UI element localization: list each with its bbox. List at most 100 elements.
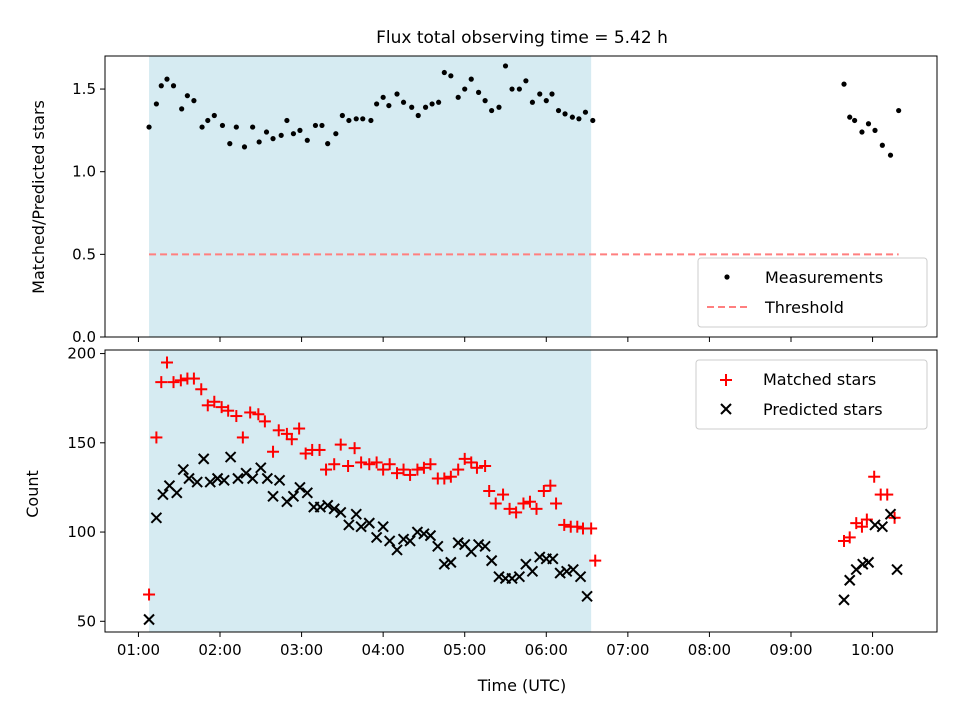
measurement-point — [523, 78, 529, 84]
measurement-point — [241, 144, 248, 150]
matched-star-point — [222, 404, 235, 417]
matched-star-point — [150, 431, 163, 444]
top-frame — [104, 55, 938, 338]
bottom-frame — [104, 349, 938, 633]
xtick-label: 09:00 — [769, 641, 812, 659]
measurement-point — [859, 129, 865, 135]
xtick-label: 05:00 — [443, 641, 486, 659]
measurement-point — [455, 94, 461, 100]
measurement-point — [284, 117, 290, 124]
measurement-point — [496, 104, 502, 110]
matched-star-point — [258, 415, 271, 428]
matched-star-point — [208, 395, 221, 408]
predicted-star-point — [891, 563, 903, 576]
predicted-star-point — [438, 558, 451, 570]
measurement-point — [219, 122, 226, 129]
predicted-star-point — [547, 553, 559, 565]
matched-star-point — [404, 468, 417, 481]
measurement-point — [516, 86, 522, 92]
legend-predicted: Predicted stars — [763, 400, 883, 419]
measurement-point — [448, 73, 454, 79]
matched-star-point — [558, 518, 571, 531]
predicted-star-point — [397, 533, 410, 545]
predicted-star-point — [844, 574, 856, 586]
predicted-star-point — [869, 519, 881, 531]
measurement-point — [164, 76, 170, 82]
matched-star-point — [195, 383, 208, 396]
predicted-star-point — [418, 528, 430, 540]
xtick-label: 07:00 — [606, 641, 649, 659]
predicted-star-point — [472, 538, 485, 551]
predicted-star-point — [246, 472, 259, 485]
predicted-star-point — [370, 531, 383, 544]
predicted-star-point — [150, 512, 163, 524]
measurement-point — [339, 112, 345, 119]
predicted-star-point — [350, 508, 362, 520]
predicted-star-point — [232, 472, 244, 485]
matched-star-point — [334, 438, 347, 451]
matched-star-point — [355, 456, 368, 469]
matched-star-point — [458, 452, 471, 465]
legend-matched: Matched stars — [763, 370, 876, 389]
measurement-point — [462, 86, 468, 92]
matched-star-point — [252, 408, 265, 421]
predicted-star-point — [404, 535, 416, 547]
matched-star-point — [377, 463, 390, 476]
legend-matched-marker — [720, 374, 732, 386]
measurement-point — [422, 104, 429, 110]
measurement-point — [529, 99, 536, 105]
measurement-point — [562, 111, 568, 117]
predicted-star-point — [862, 556, 875, 569]
measurement-point — [270, 136, 276, 142]
measurement-point — [211, 112, 217, 119]
predicted-star-point — [143, 613, 155, 626]
matched-star-point — [537, 485, 550, 497]
matched-star-point — [585, 522, 598, 535]
matched-star-point — [497, 488, 510, 501]
measurement-points — [146, 63, 902, 158]
predicted-star-point — [838, 594, 850, 606]
measurement-point — [400, 99, 407, 105]
ytick-label: 150 — [67, 434, 96, 452]
predicted-star-point — [534, 551, 546, 563]
measurement-point — [415, 112, 421, 119]
predicted-star-point — [218, 474, 230, 486]
measurement-point — [475, 89, 482, 95]
measurement-point — [489, 107, 495, 114]
predicted-star-point — [363, 517, 375, 529]
legend-threshold: Threshold — [764, 298, 844, 317]
legend-measurement-marker — [724, 274, 730, 280]
measurement-point — [887, 152, 894, 158]
predicted-star-point — [224, 451, 237, 463]
matched-star-point — [236, 431, 249, 444]
matched-star-point — [571, 520, 584, 533]
measurement-point — [368, 117, 374, 124]
predicted-star-point — [554, 567, 566, 579]
matched-star-point — [167, 376, 180, 389]
matched-star-point — [530, 502, 543, 515]
legend-predicted-marker — [720, 403, 732, 415]
measurement-point — [879, 142, 885, 148]
measurement-point — [569, 114, 575, 120]
measurement-point — [278, 132, 284, 138]
predicted-star-point — [452, 537, 464, 549]
predicted-star-point — [211, 472, 224, 485]
matched-star-point — [328, 458, 341, 471]
matched-star-point — [370, 456, 383, 469]
measurement-point — [380, 94, 386, 100]
predicted-star-point — [171, 487, 183, 499]
top-shaded-span — [149, 56, 592, 337]
bottom-shaded-span — [149, 350, 592, 632]
measurement-point — [409, 104, 415, 110]
matched-star-point — [155, 376, 168, 389]
matched-star-point — [348, 442, 361, 455]
matched-star-point — [843, 531, 856, 544]
measurement-point — [312, 122, 319, 129]
matched-star-point — [267, 445, 280, 458]
xtick-label: 06:00 — [525, 641, 568, 659]
measurement-point — [325, 141, 331, 147]
top-axis-ticks: 0.0 0.5 1.0 1.5 — [72, 80, 874, 346]
predicted-star-point — [355, 520, 367, 533]
predicted-star-point — [513, 570, 526, 583]
